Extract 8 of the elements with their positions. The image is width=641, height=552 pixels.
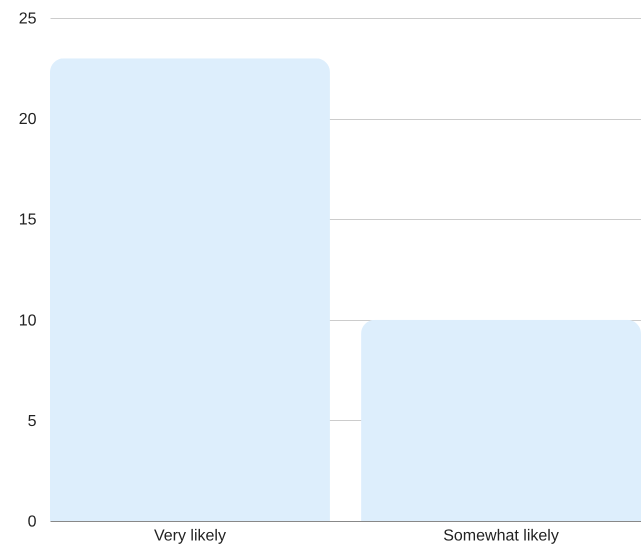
y-tick-label: 15 xyxy=(18,212,37,229)
x-tick-label: Somewhat likely xyxy=(443,528,559,544)
y-tick-label: 5 xyxy=(28,412,37,430)
y-tick-label: 0 xyxy=(28,514,37,530)
y-tick-label: 10 xyxy=(18,312,37,330)
y-tick-label: 25 xyxy=(18,10,37,28)
x-tick-label: Very likely xyxy=(154,528,226,544)
y-tick-label: 20 xyxy=(18,111,37,128)
